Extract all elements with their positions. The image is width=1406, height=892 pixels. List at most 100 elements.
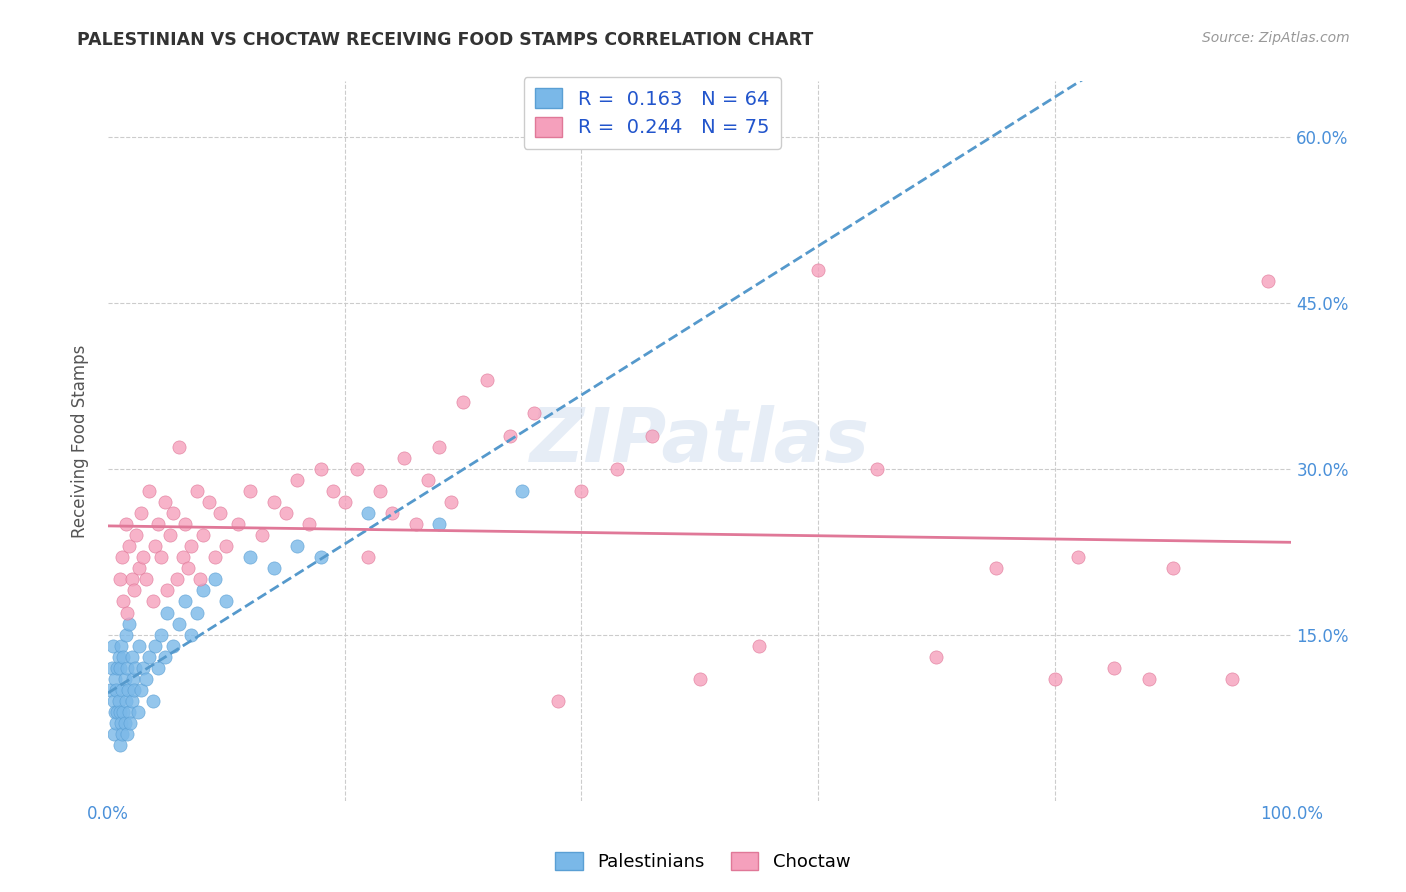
Point <box>475 373 498 387</box>
Point <box>108 739 131 753</box>
Legend: R =  0.163   N = 64, R =  0.244   N = 75: R = 0.163 N = 64, R = 0.244 N = 75 <box>523 77 782 149</box>
Point <box>100 661 122 675</box>
Point <box>984 561 1007 575</box>
Point <box>188 572 211 586</box>
Point <box>1067 550 1090 565</box>
Point <box>112 705 135 719</box>
Point <box>153 495 176 509</box>
Point <box>121 572 143 586</box>
Point <box>416 473 439 487</box>
Point <box>104 672 127 686</box>
Point <box>125 528 148 542</box>
Point <box>156 606 179 620</box>
Text: ZIPatlas: ZIPatlas <box>530 405 870 477</box>
Point <box>121 694 143 708</box>
Point <box>105 716 128 731</box>
Point <box>138 483 160 498</box>
Point <box>101 639 124 653</box>
Point <box>1220 672 1243 686</box>
Point <box>215 594 238 608</box>
Point <box>103 727 125 741</box>
Point <box>689 672 711 686</box>
Point <box>186 483 208 498</box>
Point <box>114 716 136 731</box>
Point <box>112 649 135 664</box>
Point <box>162 506 184 520</box>
Point <box>120 716 142 731</box>
Point <box>118 616 141 631</box>
Point <box>112 594 135 608</box>
Point <box>107 649 129 664</box>
Text: Source: ZipAtlas.com: Source: ZipAtlas.com <box>1202 31 1350 45</box>
Point <box>142 694 165 708</box>
Point <box>150 550 173 565</box>
Legend: Palestinians, Choctaw: Palestinians, Choctaw <box>548 845 858 879</box>
Point <box>146 661 169 675</box>
Point <box>440 495 463 509</box>
Point <box>107 705 129 719</box>
Point <box>118 705 141 719</box>
Point <box>104 705 127 719</box>
Point <box>107 694 129 708</box>
Point <box>226 516 249 531</box>
Point <box>309 550 332 565</box>
Point <box>114 694 136 708</box>
Point <box>103 694 125 708</box>
Point <box>451 395 474 409</box>
Point <box>166 572 188 586</box>
Point <box>191 583 214 598</box>
Point <box>135 672 157 686</box>
Point <box>499 428 522 442</box>
Point <box>1161 561 1184 575</box>
Point <box>115 727 138 741</box>
Point <box>807 262 830 277</box>
Point <box>368 483 391 498</box>
Point <box>114 627 136 641</box>
Point <box>132 661 155 675</box>
Point <box>129 683 152 698</box>
Point <box>127 705 149 719</box>
Point <box>174 594 197 608</box>
Point <box>115 661 138 675</box>
Point <box>132 550 155 565</box>
Point <box>142 594 165 608</box>
Point <box>129 506 152 520</box>
Point <box>1043 672 1066 686</box>
Point <box>405 516 427 531</box>
Point <box>111 727 134 741</box>
Y-axis label: Receiving Food Stamps: Receiving Food Stamps <box>72 344 89 538</box>
Point <box>135 572 157 586</box>
Point <box>180 539 202 553</box>
Point <box>108 661 131 675</box>
Point <box>143 539 166 553</box>
Point <box>569 483 592 498</box>
Point <box>162 639 184 653</box>
Point <box>748 639 770 653</box>
Point <box>1257 274 1279 288</box>
Point <box>510 483 533 498</box>
Point <box>298 516 321 531</box>
Point <box>143 639 166 653</box>
Point <box>427 516 450 531</box>
Point <box>118 539 141 553</box>
Point <box>606 461 628 475</box>
Point <box>111 550 134 565</box>
Point <box>309 461 332 475</box>
Point <box>167 616 190 631</box>
Point <box>523 406 546 420</box>
Point <box>204 572 226 586</box>
Point <box>204 550 226 565</box>
Point <box>108 572 131 586</box>
Point <box>215 539 238 553</box>
Point <box>322 483 344 498</box>
Point <box>427 440 450 454</box>
Point <box>159 528 181 542</box>
Point <box>1102 661 1125 675</box>
Point <box>110 639 132 653</box>
Point <box>107 661 129 675</box>
Point <box>357 506 380 520</box>
Point <box>285 473 308 487</box>
Point <box>191 528 214 542</box>
Point <box>114 672 136 686</box>
Point <box>124 661 146 675</box>
